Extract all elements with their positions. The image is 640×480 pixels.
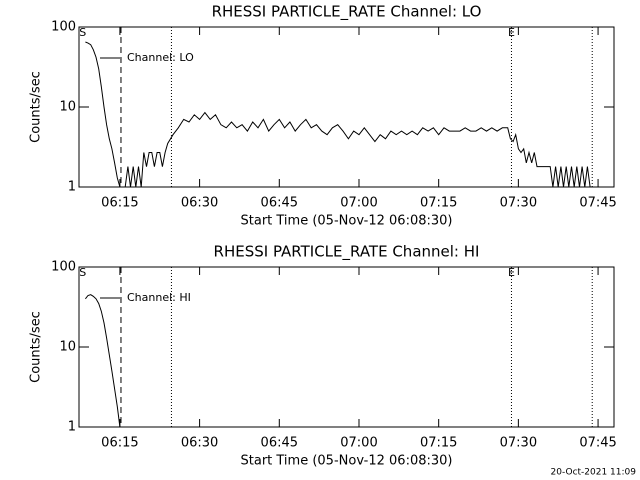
x-tick-label: 07:15 (420, 436, 457, 451)
data-line (85, 41, 591, 188)
y-tick-label: 10 (59, 100, 76, 115)
x-tick-label: 07:30 (500, 436, 537, 451)
x-tick-label: 07:45 (579, 436, 616, 451)
y-axis-label: Counts/sec (29, 71, 44, 143)
y-tick-label: 10 (59, 340, 76, 355)
legend-label: Channel: HI (127, 291, 191, 304)
x-tick-label: 07:30 (500, 196, 537, 211)
x-tick-label: 07:00 (340, 436, 377, 451)
x-tick-label: 06:45 (261, 196, 298, 211)
x-tick-label: 06:30 (181, 436, 218, 451)
x-tick-label: 06:15 (101, 436, 138, 451)
x-tick-label: 06:30 (181, 196, 218, 211)
annotation: S (79, 26, 86, 39)
x-tick-label: 07:00 (340, 196, 377, 211)
chart-title: RHESSI PARTICLE_RATE Channel: LO (212, 3, 482, 22)
footer: 20-Oct-2021 11:09 (551, 468, 637, 478)
annotation: E (508, 266, 515, 279)
y-tick-label: 100 (51, 260, 76, 275)
x-tick-label: 06:15 (101, 196, 138, 211)
y-tick-label: 1 (68, 180, 76, 195)
y-tick-label: 1 (68, 420, 76, 435)
annotation: S (79, 266, 86, 279)
x-tick-label: 06:45 (261, 436, 298, 451)
chart-title: RHESSI PARTICLE_RATE Channel: HI (214, 243, 480, 262)
x-tick-label: 07:15 (420, 196, 457, 211)
y-tick-label: 100 (51, 20, 76, 35)
x-tick-label: 07:45 (579, 196, 616, 211)
x-axis-label: Start Time (05-Nov-12 06:08:30) (241, 454, 453, 469)
x-axis-label: Start Time (05-Nov-12 06:08:30) (241, 214, 453, 229)
y-axis-label: Counts/sec (29, 311, 44, 383)
annotation: E (508, 26, 515, 39)
data-line (85, 294, 121, 428)
legend-label: Channel: LO (127, 51, 194, 64)
